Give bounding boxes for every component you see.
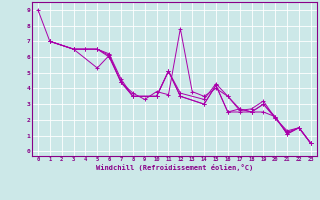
X-axis label: Windchill (Refroidissement éolien,°C): Windchill (Refroidissement éolien,°C) — [96, 164, 253, 171]
